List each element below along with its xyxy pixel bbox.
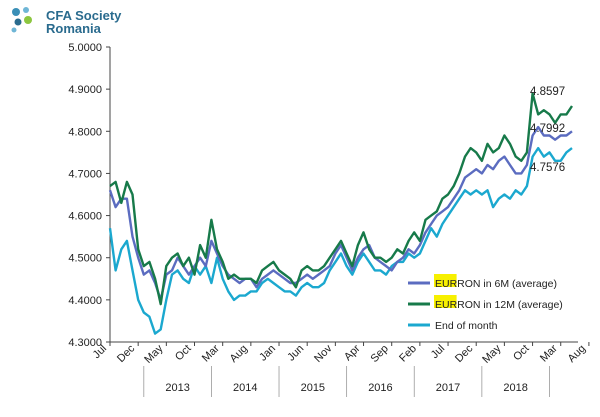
logo-line-2: Romania [46,21,101,36]
legend-highlight [434,295,457,308]
y-tick-label: 4.9000 [68,84,102,96]
legend-label-eom: End of month [435,320,498,332]
y-tick-label: 4.4000 [68,295,102,307]
x-tick-label: Aug [566,343,588,365]
end-label-s6m: 4.7992 [530,123,565,135]
series-line-s12m [109,92,573,306]
series-line-eom [108,146,573,335]
x-tick-label: Aug [228,343,250,365]
x-tick-label: Dec [115,342,138,365]
x-tick-label: Jun [285,343,306,364]
x-tick-label: Jan [257,343,278,364]
x-tick-label: Oct [173,343,194,364]
legend-label-s6m: EURRON in 6M (average) [435,278,557,290]
year-label: 2013 [165,382,189,394]
x-tick-label: Dec [453,342,476,365]
logo-text: CFA Society Romania [46,9,121,35]
y-tick-label: 5.0000 [68,42,102,54]
x-tick-label: May [480,342,504,366]
y-tick-label: 4.7000 [68,168,102,180]
cfa-logo-icon [11,7,32,33]
end-label-eom: 4.7576 [530,162,565,174]
year-label: 2014 [233,382,257,394]
legend-prefix: EUR [435,299,458,311]
x-tick-label: Jul [429,343,447,361]
axes: 4.3000 4.4000 4.5000 4.6000 4.7000 4.8000 4.90… [68,42,590,397]
logo-line-1: CFA Society [46,8,122,23]
y-tick-label: 4.6000 [68,211,102,223]
series-lines [108,92,573,335]
year-label: 2018 [503,382,527,394]
legend-highlight [434,274,457,287]
y-tick-label: 4.8000 [68,126,102,138]
year-label: 2017 [436,382,460,394]
x-tick-label: Feb [397,343,419,365]
legend: EURRON in 6M (average)EURRON in 12M (ave… [408,274,563,332]
x-tick-label: Mar [200,342,222,364]
x-tick-label: Nov [312,342,335,365]
end-label-s12m: 4.8597 [530,86,565,98]
y-tick-label: 4.5000 [68,253,102,265]
legend-rest: RON in 12M (average) [457,299,563,311]
series-line-s6m [108,125,573,302]
year-label: 2016 [368,382,392,394]
end-labels: 4.8597 4.7992 4.7576 [530,86,565,174]
year-label: 2015 [301,382,325,394]
y-tick-label: 4.3000 [68,337,102,349]
legend-label-s12m: EURRON in 12M (average) [435,299,563,311]
legend-rest: RON in 6M (average) [457,278,557,290]
x-tick-label: Apr [342,342,363,363]
x-tick-label: Oct [511,343,532,364]
legend-rest: End of month [435,320,498,332]
x-tick-label: May [142,342,166,366]
x-tick-label: Mar [538,342,560,364]
x-tick-label: Sep [368,343,390,365]
logo: CFA Society Romania [8,4,158,35]
legend-prefix: EUR [435,278,458,290]
